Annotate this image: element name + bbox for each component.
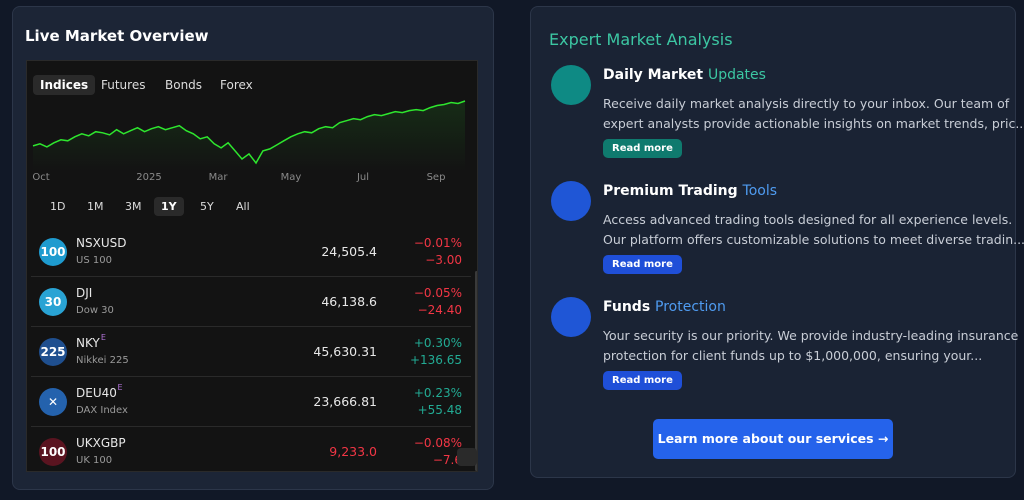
cta-button[interactable]: Learn more about our services → [653, 419, 893, 459]
read-more-button[interactable]: Read more [603, 139, 682, 158]
row-icon: 100 [39, 438, 67, 466]
heading-accent: Updates [707, 67, 766, 83]
row-change-pct: −0.01% [413, 236, 462, 250]
row-icon: 100 [39, 238, 67, 266]
item-heading: Daily Market Updates [603, 67, 766, 83]
row-change-pct: −0.05% [413, 286, 462, 300]
item-icon [551, 65, 591, 105]
range-button[interactable]: 1M [87, 200, 104, 213]
tab[interactable]: Indices [33, 75, 96, 95]
read-more-button[interactable]: Read more [603, 371, 682, 390]
row-name: US 100 [76, 255, 112, 266]
row-price: 9,233.0 [329, 444, 377, 459]
item-description: Your security is our priority. We provid… [603, 328, 1019, 343]
row-name: DAX Index [76, 405, 128, 416]
market-widget: Oct 2025 Mar May Jul Sep Indices Futures Bonds F… [26, 60, 478, 472]
row-change: +136.65 [409, 353, 462, 367]
item-description: Our platform offers customizable solutio… [603, 232, 1024, 247]
x-label: Jul [356, 172, 369, 183]
divider [31, 276, 471, 277]
row-name: UK 100 [76, 455, 113, 466]
x-label: 2025 [136, 172, 161, 183]
divider [31, 426, 471, 427]
row-price: 46,138.6 [321, 294, 377, 309]
item-description: expert analysts provide actionable insig… [603, 116, 1024, 131]
scrollbar [475, 271, 477, 471]
panel-title: Live Market Overview [25, 27, 209, 45]
row-price: 23,666.81 [313, 394, 377, 409]
row-symbol: UKXGBP [76, 436, 126, 450]
row-symbol: DJI [76, 286, 93, 300]
row-change: +55.48 [417, 403, 462, 417]
tab[interactable]: Forex [220, 78, 253, 92]
row-symbol: NKY [76, 336, 100, 350]
row-change: −24.40 [417, 303, 462, 317]
item-heading: Premium Trading Tools [603, 183, 777, 199]
read-more-button[interactable]: Read more [603, 255, 682, 274]
heading-accent: Tools [742, 183, 778, 199]
logo-badge [457, 448, 477, 466]
heading-text: Premium Trading [603, 183, 743, 199]
analysis-panel: Expert Market Analysis Daily Market Upda… [530, 6, 1024, 478]
row-price: 45,630.31 [313, 344, 377, 359]
row-flag: E [117, 383, 123, 392]
x-label: May [281, 172, 302, 183]
row-price: 24,505.4 [321, 244, 377, 259]
divider [31, 326, 471, 327]
x-label: Oct [32, 172, 49, 183]
chart: Oct 2025 Mar May Jul Sep [32, 100, 466, 183]
range-button[interactable]: 1Y [154, 197, 184, 216]
tab[interactable]: Bonds [165, 78, 203, 92]
row-change: −3.00 [425, 253, 462, 267]
item-description: Receive daily market analysis directly t… [603, 96, 1010, 111]
panel-title: Expert Market Analysis [549, 30, 733, 49]
area [33, 101, 465, 171]
item-icon [551, 297, 591, 337]
item-heading: Funds Protection [603, 299, 726, 315]
row-symbol: NSXUSD [76, 236, 127, 250]
range-button[interactable]: 3M [125, 200, 142, 213]
row-symbol: DEU40 [76, 386, 117, 400]
row-change-pct: +0.30% [413, 336, 462, 350]
tab[interactable]: Futures [101, 78, 146, 92]
heading-text: Funds [603, 299, 656, 315]
item-icon [551, 181, 591, 221]
row-icon: ✕ [39, 388, 67, 416]
range-button[interactable]: 5Y [200, 200, 214, 213]
item-description: protection for client funds up to $1,000… [603, 348, 983, 363]
row-change-pct: −0.08% [413, 436, 462, 450]
x-label: Mar [209, 172, 229, 183]
row-name: Nikkei 225 [76, 355, 129, 366]
row-flag: E [100, 333, 106, 342]
range-button[interactable]: All [236, 200, 250, 213]
row-name: Dow 30 [76, 305, 114, 316]
x-label: Sep [427, 172, 446, 183]
row-change: −7.6 [432, 453, 462, 467]
row-change-pct: +0.23% [413, 386, 462, 400]
item-description: Access advanced trading tools designed f… [603, 212, 1013, 227]
line [32, 100, 466, 165]
heading-accent: Protection [655, 299, 726, 315]
row-icon: 30 [39, 288, 67, 316]
divider [31, 376, 471, 377]
heading-text: Daily Market [603, 67, 708, 83]
row-icon: 225 [39, 338, 67, 366]
range-button[interactable]: 1D [50, 200, 66, 213]
